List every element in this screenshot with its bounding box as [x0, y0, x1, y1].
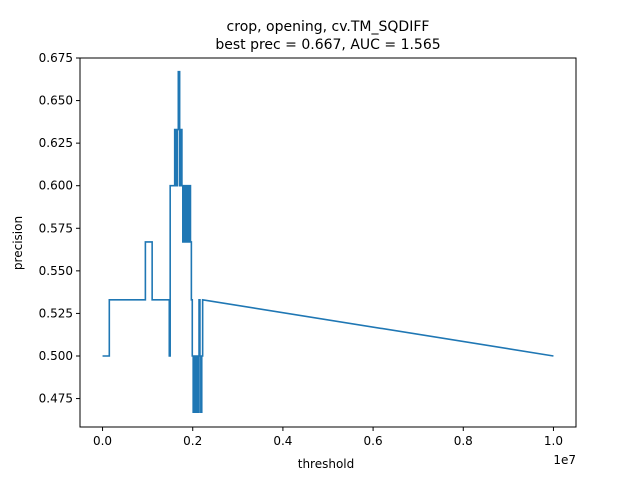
x-tick-label: 0.2 — [183, 434, 202, 448]
plot-area — [79, 57, 577, 428]
y-tick-label: 0.475 — [39, 392, 73, 406]
y-axis: 0.475 0.500 0.525 0.550 0.575 0.600 0.625 0.650… — [39, 51, 80, 406]
y-tick-label: 0.500 — [39, 349, 73, 363]
y-tick-label: 0.600 — [39, 179, 73, 193]
y-axis-label: precision — [11, 216, 25, 270]
chart-title: crop, opening, cv.TM_SQDIFF — [227, 19, 430, 35]
x-axis-label: threshold — [298, 457, 355, 471]
plot-frame — [79, 57, 577, 428]
y-tick-label: 0.575 — [39, 221, 73, 235]
x-tick-label: 1.0 — [544, 434, 563, 448]
x-tick-label: 0.0 — [93, 434, 112, 448]
y-tick-label: 0.650 — [39, 94, 73, 108]
chart-subtitle: best prec = 0.667, AUC = 1.565 — [215, 37, 440, 53]
x-tick-label: 0.4 — [273, 434, 292, 448]
y-tick-label: 0.525 — [39, 306, 73, 320]
y-tick-label: 0.550 — [39, 264, 73, 278]
x-axis-offset-label: 1e7 — [553, 453, 576, 467]
y-tick-label: 0.625 — [39, 136, 73, 150]
x-axis: 0.0 0.2 0.4 0.6 0.8 1.0 — [93, 427, 563, 448]
y-tick-label: 0.675 — [39, 51, 73, 65]
series-line-0 — [102, 70, 554, 413]
x-tick-label: 0.6 — [364, 434, 383, 448]
x-tick-label: 0.8 — [454, 434, 473, 448]
